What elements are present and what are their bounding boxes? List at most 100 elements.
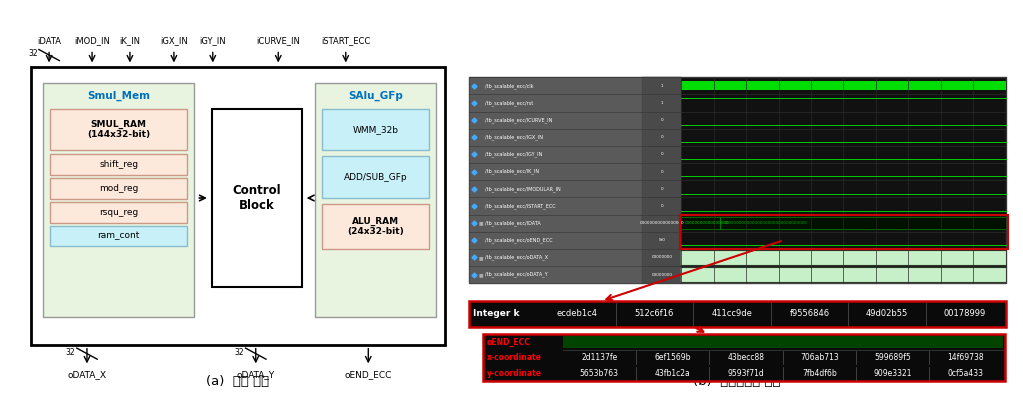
Text: iSTART_ECC: iSTART_ECC	[321, 36, 370, 46]
Text: y-coordinate: y-coordinate	[487, 369, 542, 378]
Text: iCURVE_IN: iCURVE_IN	[257, 36, 300, 46]
FancyBboxPatch shape	[50, 154, 187, 175]
Text: /tb_scalable_ecc/clk: /tb_scalable_ecc/clk	[485, 83, 533, 89]
Text: oEND_ECC: oEND_ECC	[487, 337, 531, 346]
Text: St0: St0	[659, 238, 665, 242]
Text: 00000000000000000: 00000000000000000	[639, 221, 684, 225]
Text: f9556846: f9556846	[790, 309, 830, 318]
FancyBboxPatch shape	[681, 81, 1006, 90]
Text: Control
Block: Control Block	[232, 184, 281, 212]
FancyBboxPatch shape	[720, 217, 1006, 229]
Text: /tb_scalable_ecc/IMODULAR_IN: /tb_scalable_ecc/IMODULAR_IN	[485, 186, 561, 192]
Text: 43fb1c2a: 43fb1c2a	[655, 369, 691, 378]
Text: /tb_scalable_ecc/IGX_IN: /tb_scalable_ecc/IGX_IN	[485, 134, 543, 140]
Text: 512c6f16: 512c6f16	[635, 309, 674, 318]
FancyBboxPatch shape	[322, 109, 429, 150]
FancyBboxPatch shape	[681, 217, 720, 229]
Text: 0: 0	[661, 152, 663, 156]
Text: 411cc9de: 411cc9de	[712, 309, 753, 318]
Text: x-coordinate: x-coordinate	[487, 353, 542, 362]
Text: 0: 0	[661, 169, 663, 173]
Text: 32: 32	[65, 348, 76, 356]
Text: 5653b763: 5653b763	[580, 369, 619, 378]
Text: /tb_scalable_ecc/oDATA_X: /tb_scalable_ecc/oDATA_X	[485, 255, 548, 260]
FancyBboxPatch shape	[50, 202, 187, 223]
Text: 32: 32	[28, 49, 38, 58]
Text: 599689f5: 599689f5	[875, 353, 910, 362]
Text: 49d02b55: 49d02b55	[866, 309, 908, 318]
Text: iMOD_IN: iMOD_IN	[74, 36, 110, 46]
Text: /tb_scalable_ecc/IK_IN: /tb_scalable_ecc/IK_IN	[485, 169, 539, 175]
Text: 14f69738: 14f69738	[947, 353, 984, 362]
Text: /tb_scalable_ecc/oDATA_Y: /tb_scalable_ecc/oDATA_Y	[485, 272, 547, 278]
Text: shift_reg: shift_reg	[99, 160, 138, 169]
Text: mod_reg: mod_reg	[99, 184, 138, 193]
Text: 0cf5a433: 0cf5a433	[948, 369, 984, 378]
Text: /tb_scalable_ecc/rst: /tb_scalable_ecc/rst	[485, 100, 533, 106]
Text: 00178999: 00178999	[943, 309, 986, 318]
Text: (a)  내부 구조: (a) 내부 구조	[207, 375, 269, 388]
FancyBboxPatch shape	[469, 301, 1006, 327]
Text: iDATA: iDATA	[37, 36, 61, 46]
FancyBboxPatch shape	[681, 251, 1006, 265]
Text: /tb_scalable_ecc/ISTART_ECC: /tb_scalable_ecc/ISTART_ECC	[485, 203, 555, 209]
Text: 43becc88: 43becc88	[727, 353, 764, 362]
Text: /tb_scalable_ecc/IDATA: /tb_scalable_ecc/IDATA	[485, 220, 540, 226]
Text: iGY_IN: iGY_IN	[199, 36, 226, 46]
Text: 2d1137fe: 2d1137fe	[581, 353, 618, 362]
Text: 7fb4df6b: 7fb4df6b	[802, 369, 837, 378]
Text: ■: ■	[479, 221, 484, 226]
Text: Integer k: Integer k	[473, 309, 519, 318]
Text: /tb_scalable_ecc/IGY_IN: /tb_scalable_ecc/IGY_IN	[485, 152, 542, 157]
Text: 909e3321: 909e3321	[874, 369, 911, 378]
Text: ADD/SUB_GFp: ADD/SUB_GFp	[344, 173, 407, 182]
Text: /tb_scalable_ecc/oEND_ECC: /tb_scalable_ecc/oEND_ECC	[485, 237, 552, 243]
FancyBboxPatch shape	[322, 204, 429, 249]
FancyBboxPatch shape	[483, 334, 1005, 381]
Text: 1: 1	[661, 84, 663, 88]
Text: 00000000: 00000000	[652, 255, 672, 259]
Text: ecdeb1c4: ecdeb1c4	[557, 309, 597, 318]
Text: 00000000: 00000000	[652, 272, 672, 276]
FancyBboxPatch shape	[31, 67, 445, 345]
Text: 0: 0	[661, 187, 663, 191]
Text: Smul_Mem: Smul_Mem	[87, 90, 150, 101]
Text: oEND_ECC: oEND_ECC	[345, 370, 392, 379]
Text: ■: ■	[479, 272, 484, 277]
FancyBboxPatch shape	[50, 226, 187, 246]
FancyBboxPatch shape	[642, 77, 681, 283]
FancyBboxPatch shape	[563, 336, 1003, 348]
Text: iGX_IN: iGX_IN	[160, 36, 188, 46]
Text: 32: 32	[234, 348, 244, 356]
FancyBboxPatch shape	[43, 83, 194, 317]
Text: SMUL_RAM
(144x32-bit): SMUL_RAM (144x32-bit)	[87, 120, 150, 139]
FancyBboxPatch shape	[50, 109, 187, 150]
Text: 9593f71d: 9593f71d	[727, 369, 764, 378]
FancyBboxPatch shape	[322, 156, 429, 198]
Text: iK_IN: iK_IN	[120, 36, 140, 46]
Text: /tb_scalable_ecc/ICURVE_IN: /tb_scalable_ecc/ICURVE_IN	[485, 117, 552, 123]
Text: 0: 0	[661, 118, 663, 122]
Text: oDATA_X: oDATA_X	[68, 370, 106, 379]
Text: WMM_32b: WMM_32b	[353, 125, 398, 134]
Text: ALU_RAM
(24x32-bit): ALU_RAM (24x32-bit)	[347, 217, 404, 236]
Text: 00000000000000000: 00000000000000000	[684, 221, 729, 225]
FancyBboxPatch shape	[50, 178, 187, 199]
FancyBboxPatch shape	[315, 83, 436, 317]
Text: (b)  시뮬레이션 결과: (b) 시뮬레이션 결과	[694, 375, 781, 388]
Text: SAlu_GFp: SAlu_GFp	[348, 90, 403, 101]
Text: ram_cont: ram_cont	[97, 232, 140, 240]
Text: 1: 1	[661, 101, 663, 105]
Text: 00000000000000000000000000000000: 00000000000000000000000000000000	[723, 221, 807, 225]
Text: 706ab713: 706ab713	[800, 353, 839, 362]
Text: rsqu_reg: rsqu_reg	[99, 208, 138, 217]
Text: 0: 0	[661, 204, 663, 208]
FancyBboxPatch shape	[681, 268, 1006, 282]
FancyBboxPatch shape	[212, 109, 302, 287]
Text: 6ef1569b: 6ef1569b	[655, 353, 691, 362]
Text: 0: 0	[661, 135, 663, 139]
FancyBboxPatch shape	[469, 77, 642, 283]
Text: ■: ■	[479, 255, 484, 260]
Text: oDATA_Y: oDATA_Y	[236, 370, 275, 379]
FancyBboxPatch shape	[469, 77, 1006, 283]
